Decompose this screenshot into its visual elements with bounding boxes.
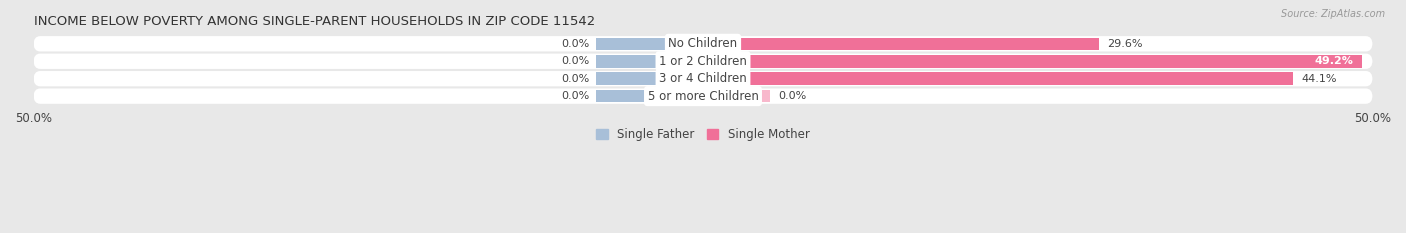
Text: 0.0%: 0.0%: [561, 39, 589, 49]
Text: 44.1%: 44.1%: [1302, 74, 1337, 84]
Text: 0.0%: 0.0%: [561, 56, 589, 66]
Text: INCOME BELOW POVERTY AMONG SINGLE-PARENT HOUSEHOLDS IN ZIP CODE 11542: INCOME BELOW POVERTY AMONG SINGLE-PARENT…: [34, 15, 595, 28]
FancyBboxPatch shape: [34, 54, 1372, 69]
Bar: [596, 90, 703, 102]
Text: 0.0%: 0.0%: [778, 91, 806, 101]
Bar: [703, 55, 1362, 68]
Bar: [596, 55, 703, 68]
Bar: [596, 72, 703, 85]
FancyBboxPatch shape: [34, 89, 1372, 104]
Bar: [703, 38, 1099, 50]
Bar: [703, 72, 1294, 85]
Text: 49.2%: 49.2%: [1315, 56, 1354, 66]
Text: 29.6%: 29.6%: [1108, 39, 1143, 49]
Text: 1 or 2 Children: 1 or 2 Children: [659, 55, 747, 68]
Text: No Children: No Children: [668, 37, 738, 50]
Text: 5 or more Children: 5 or more Children: [648, 90, 758, 103]
Text: 0.0%: 0.0%: [561, 74, 589, 84]
Legend: Single Father, Single Mother: Single Father, Single Mother: [596, 128, 810, 141]
FancyBboxPatch shape: [34, 36, 1372, 51]
FancyBboxPatch shape: [34, 71, 1372, 86]
Bar: [703, 90, 770, 102]
Text: 3 or 4 Children: 3 or 4 Children: [659, 72, 747, 85]
Text: 0.0%: 0.0%: [561, 91, 589, 101]
Text: Source: ZipAtlas.com: Source: ZipAtlas.com: [1281, 9, 1385, 19]
Bar: [596, 38, 703, 50]
